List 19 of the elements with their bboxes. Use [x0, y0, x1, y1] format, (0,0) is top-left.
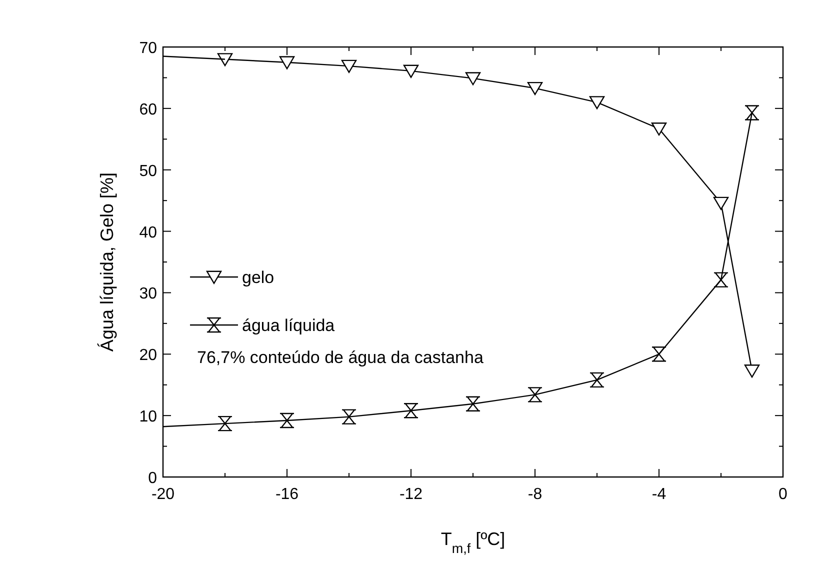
x-tick-label: -4 [652, 486, 666, 503]
y-tick-label: 30 [139, 286, 158, 303]
y-tick-label: 70 [139, 40, 158, 57]
legend-label: água líquida [242, 316, 336, 335]
x-tick-label: -12 [399, 486, 423, 503]
x-tick-label: -16 [275, 486, 299, 503]
annotation: 76,7% conteúdo de água da castanha [197, 348, 484, 367]
y-tick-label: 40 [139, 224, 158, 242]
y-tick-label: 0 [148, 470, 158, 487]
y-tick-label: 50 [139, 162, 158, 180]
y-tick-label: 60 [139, 101, 158, 118]
y-tick-label: 20 [139, 347, 158, 364]
x-tick-label: -8 [528, 486, 542, 503]
y-tick-label: 10 [139, 408, 158, 426]
x-tick-label: 0 [778, 486, 788, 503]
x-axis-title: T$_{m,f}$ [ºC] [440, 529, 506, 556]
legend-label: gelo [242, 268, 274, 287]
x-tick-label: -20 [151, 486, 175, 503]
y-axis-title: Água líquida, Gelo [%] [97, 172, 117, 352]
